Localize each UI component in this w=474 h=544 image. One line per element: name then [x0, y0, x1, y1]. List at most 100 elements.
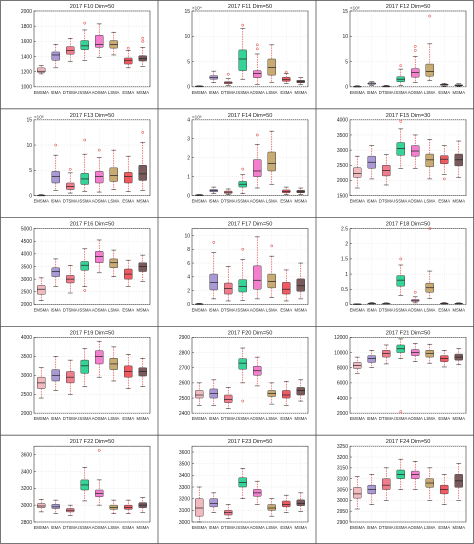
x-tick-label: DTSMA	[379, 199, 394, 204]
subplot-title: 2017 F10 Dim=50	[70, 4, 115, 10]
box-esma	[124, 354, 133, 389]
y-tick-label: 4000	[337, 118, 348, 124]
x-tick-label: MSMA	[294, 416, 307, 421]
box-emsma	[195, 194, 204, 196]
x-tick-label: AOSMA	[92, 90, 107, 95]
plot-area	[349, 337, 467, 414]
outlier-point	[97, 148, 101, 152]
box-lsma	[425, 467, 434, 501]
y-tick-label: 3500	[21, 264, 32, 270]
box-dtsma	[66, 38, 75, 63]
x-tick-label: ESMA	[438, 416, 450, 421]
box-body	[253, 70, 262, 78]
y-tick-label: 2900	[179, 335, 190, 341]
plot-area	[349, 119, 467, 196]
subplot-9: 2017 F18 Dim=50 0 0.5 1 1.5 2 2.5 EMSMA ISMA DTSM…	[341, 222, 467, 312]
x-tick-label: ISMA	[209, 307, 219, 312]
box-aosma	[253, 43, 262, 85]
box-msma	[138, 357, 147, 387]
x-tick-label: DTSMA	[379, 90, 394, 95]
outlier-point	[399, 410, 403, 414]
box-aosma	[411, 45, 420, 84]
x-tick-label: ISMA	[367, 307, 377, 312]
x-tick-label: DTSMA	[63, 416, 78, 421]
box-lsma	[425, 139, 434, 180]
plot-area	[349, 10, 467, 88]
box-issma	[238, 167, 247, 194]
x-tick-label: LSMA	[108, 307, 120, 312]
outlier-point	[270, 244, 274, 248]
box-emsma	[195, 486, 204, 523]
y-tick-label: 3250	[337, 444, 348, 450]
outlier-point	[97, 449, 101, 452]
box-body	[95, 251, 104, 263]
box-issma	[80, 348, 89, 387]
plot-area	[33, 119, 151, 196]
axis-exponent: ×10⁸	[34, 114, 44, 119]
x-tick-label: DTSMA	[221, 90, 236, 95]
x-tick-label: ESMA	[122, 199, 134, 204]
x-tick-label: ISSMA	[78, 307, 91, 312]
x-tick-label: DTSMA	[221, 525, 236, 530]
box-dtsma	[66, 167, 75, 194]
box-esma	[124, 155, 133, 192]
box-dtsma	[224, 266, 233, 302]
box-body	[51, 51, 60, 61]
box-body	[37, 285, 46, 295]
y-tick-label: 3600	[179, 450, 190, 456]
y-tick-label: 3000	[337, 498, 348, 504]
box-issma	[80, 138, 89, 192]
y-tick-label: 1600	[21, 39, 32, 45]
box-dtsma	[224, 504, 233, 519]
y-tick-label: 2950	[337, 509, 348, 515]
box-body	[382, 350, 391, 358]
outlier-point	[226, 72, 230, 76]
box-issma	[238, 23, 247, 80]
box-esma	[124, 46, 133, 69]
outlier-point	[255, 47, 259, 51]
x-tick-label: MSMA	[136, 90, 149, 95]
subplot-title: 2017 F20 Dim=50	[228, 330, 273, 336]
box-emsma	[37, 367, 46, 399]
y-tick-label: 3600	[21, 452, 32, 458]
box-body	[253, 159, 262, 177]
y-tick-label: 3000	[21, 503, 32, 509]
y-tick-label: 2400	[179, 411, 190, 417]
y-tick-label: 2700	[179, 366, 190, 372]
outlier-point	[413, 49, 417, 52]
subplot-5: 2017 F14 Dim=50 ×10⁶ 0 1 2 3 4 EMSMA ISMA DTSMA IS…	[187, 113, 309, 204]
x-tick-label: EMSMA	[192, 307, 208, 312]
box-body	[95, 171, 104, 184]
box-emsma	[353, 356, 362, 375]
box-aosma	[411, 461, 420, 490]
x-tick-label: DTSMA	[63, 525, 78, 530]
box-esma	[440, 350, 449, 368]
x-tick-label: DTSMA	[379, 525, 394, 530]
y-tick-label: 5	[345, 59, 348, 65]
y-tick-label: 0	[187, 302, 190, 308]
y-tick-label: 3400	[179, 473, 190, 479]
y-tick-label: 6	[187, 261, 190, 267]
box-dtsma	[66, 359, 75, 395]
box-dtsma	[224, 188, 233, 195]
box-msma	[138, 497, 147, 513]
box-body	[238, 279, 247, 293]
subplot-6: 2017 F15 Dim=30 1500 2000 2500 3000 3500 4000 E…	[337, 113, 467, 204]
y-tick-label: 0.5	[341, 287, 348, 293]
x-tick-label: ISSMA	[394, 90, 407, 95]
outlier-point	[428, 14, 432, 18]
box-body	[282, 282, 291, 295]
y-tick-label: 8000	[337, 366, 348, 372]
x-tick-label: ISMA	[209, 416, 219, 421]
box-isma	[209, 379, 218, 406]
x-tick-label: LSMA	[424, 525, 436, 530]
y-tick-label: 2500	[337, 163, 348, 169]
y-tick-label: 8	[187, 247, 190, 253]
box-emsma	[195, 303, 204, 305]
box-aosma	[253, 133, 262, 189]
subplot-title: 2017 F17 Dim=50	[228, 222, 273, 228]
outlier-point	[241, 23, 245, 27]
x-tick-label: ISMA	[367, 199, 377, 204]
box-body	[195, 498, 204, 517]
box-body	[109, 504, 118, 510]
